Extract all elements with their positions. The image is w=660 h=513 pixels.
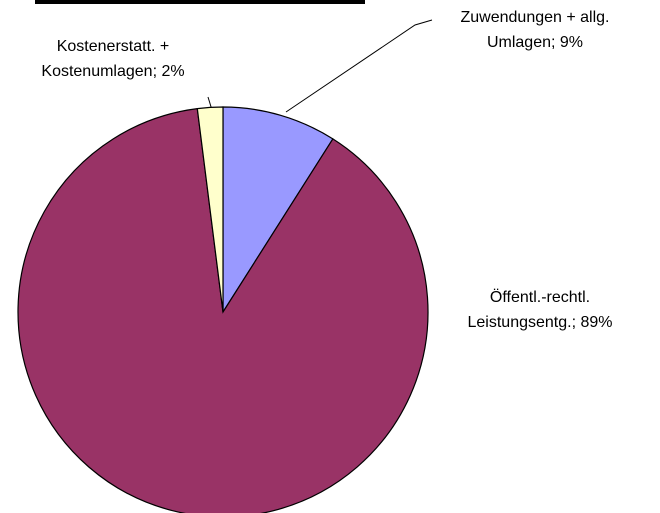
slice-label: Leistungsentg.; 89% [468, 314, 613, 331]
pie-slice [17, 107, 429, 513]
slice-label: Kostenumlagen; 2% [41, 63, 184, 80]
pie-slice [196, 106, 224, 313]
slice-label: Öffentl.-rechtl. [490, 288, 590, 306]
slice-label: Kostenerstatt. + [57, 38, 170, 55]
pie-slice [222, 106, 334, 315]
slice-label: Umlagen; 9% [487, 34, 583, 51]
title-underline [35, 0, 365, 4]
leader-line [285, 19, 433, 113]
slice-label: Zuwendungen + allg. [461, 9, 610, 26]
